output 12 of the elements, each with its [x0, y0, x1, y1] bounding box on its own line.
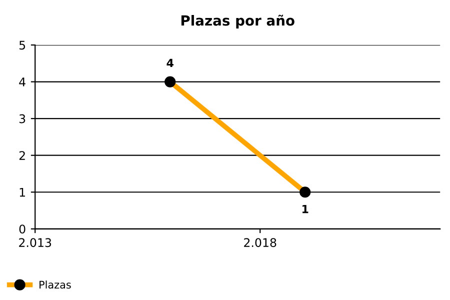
y-tick-label: 0 — [19, 224, 26, 234]
x-tick-label: 2.018 — [244, 238, 276, 248]
data-label: 4 — [166, 58, 174, 67]
y-tick-label: 4 — [19, 78, 26, 86]
legend-label: Plazas — [40, 280, 71, 289]
chart-title: Plazas por año — [181, 14, 294, 28]
x-tick-label: 2.013 — [19, 238, 52, 248]
y-tick-label: 2 — [19, 151, 25, 160]
y-tick-label: 5 — [19, 40, 26, 50]
data-label: 1 — [302, 204, 308, 214]
y-tick-label: 3 — [19, 114, 26, 124]
y-tick-label: 1 — [20, 188, 25, 197]
